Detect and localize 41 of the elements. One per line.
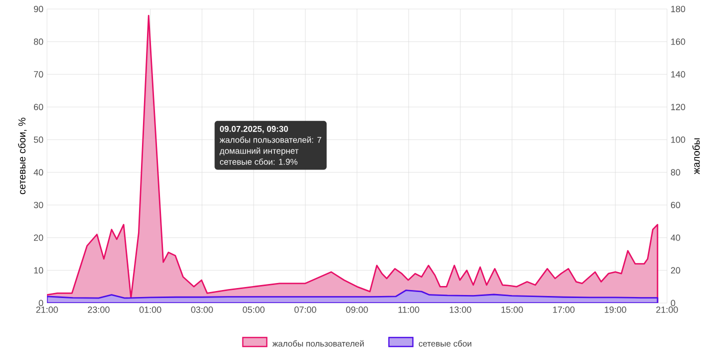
x-tick-label: 15:00	[501, 306, 523, 313]
y2-tick-label: 20	[670, 267, 680, 274]
annotation: домашний интернет	[220, 147, 298, 156]
legend-label: сетевые сбои	[418, 340, 472, 347]
x-tick-label: 13:00	[450, 306, 472, 313]
annotation: 09.07.2025, 09:30	[220, 126, 288, 134]
x-tick-label: 09:00	[346, 306, 368, 313]
y2-axis-title: жалобы	[692, 138, 700, 174]
y2-tick-label: 180	[671, 6, 686, 12]
x-tick-label: 19:00	[604, 306, 626, 313]
y-tick-label: 30	[34, 202, 44, 208]
y-tick-label: 0	[38, 300, 44, 306]
x-tick-label: 01:00	[139, 306, 162, 313]
x-tick-label: 17:00	[553, 306, 575, 313]
y-tick-label: 20	[34, 234, 44, 241]
y-tick-label: 10	[34, 267, 44, 274]
y-tick-label: 90	[34, 6, 44, 12]
y-axis-title: сетевые сбои, %	[18, 118, 27, 194]
x-tick-label: 03:00	[191, 306, 213, 313]
y2-tick-label: 40	[670, 234, 680, 241]
x-tick-label: 07:00	[294, 306, 316, 313]
legend-label: жалобы пользователей	[272, 340, 364, 347]
y2-tick-label: 80	[670, 169, 680, 176]
y2-tick-label: 140	[671, 71, 686, 78]
annotation: сетевые сбои: 1.9%	[220, 158, 298, 165]
y2-tick-label: 60	[670, 202, 680, 208]
y-tick-label: 50	[34, 136, 44, 143]
x-tick-label: 23:00	[88, 306, 110, 313]
x-tick-label: 21:00	[656, 306, 678, 313]
y-tick-label: 70	[34, 71, 44, 78]
annotation: жалобы пользователей: 7	[220, 136, 322, 143]
y-tick-label: 60	[34, 104, 44, 110]
y2-tick-label: 100	[671, 136, 686, 143]
y2-tick-label: 160	[671, 38, 686, 45]
x-tick-label: 05:00	[242, 306, 265, 313]
x-tick-label: 21:00	[36, 306, 58, 313]
y2-tick-label: 0	[670, 300, 676, 306]
x-tick-label: 11:00	[398, 306, 420, 313]
y-tick-label: 40	[34, 169, 44, 176]
y-tick-label: 80	[34, 38, 44, 45]
y2-tick-label: 120	[671, 104, 686, 110]
